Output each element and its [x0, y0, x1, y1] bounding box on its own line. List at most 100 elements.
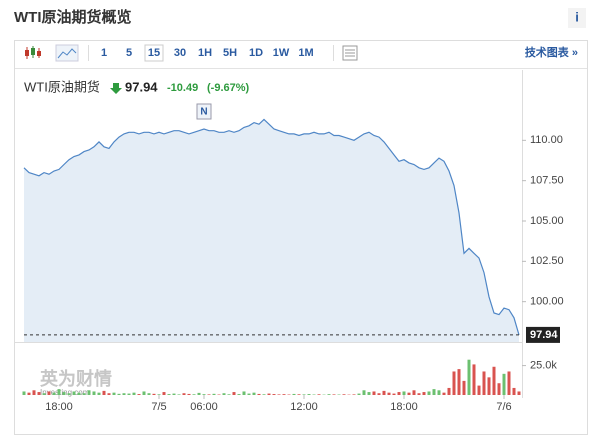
- volume-bar: [273, 394, 276, 395]
- volume-bar: [53, 393, 56, 395]
- volume-bar: [133, 393, 136, 395]
- volume-bar: [393, 394, 396, 395]
- quote-change: -10.49: [167, 82, 198, 94]
- candle-icon[interactable]: [25, 46, 41, 59]
- interval-button[interactable]: 15: [148, 47, 160, 59]
- volume-bar: [488, 377, 491, 395]
- volume-bar: [228, 394, 231, 395]
- volume-bar: [443, 393, 446, 395]
- quote-price: 97.94: [125, 79, 158, 94]
- interval-button[interactable]: 30: [174, 47, 186, 59]
- volume-bar: [318, 394, 321, 395]
- interval-button[interactable]: 1H: [198, 47, 212, 59]
- volume-bar: [458, 369, 461, 395]
- volume-bar: [23, 391, 26, 395]
- x-tick-label: 18:00: [390, 401, 418, 413]
- volume-bar: [168, 394, 171, 395]
- volume-bar: [48, 391, 51, 395]
- volume-bar: [163, 392, 166, 395]
- volume-bar: [343, 394, 346, 395]
- table-icon[interactable]: [343, 46, 357, 60]
- area-icon[interactable]: [56, 45, 78, 61]
- volume-bar: [158, 394, 161, 395]
- volume-bar: [383, 391, 386, 395]
- volume-bar: [243, 391, 246, 395]
- volume-bar: [98, 393, 101, 395]
- volume-bar: [403, 391, 406, 395]
- technical-chart-link[interactable]: 技术图表 »: [525, 45, 578, 59]
- volume-bar: [103, 391, 106, 395]
- volume-bar: [333, 394, 336, 395]
- volume-bar: [328, 394, 331, 395]
- volume-bar: [143, 391, 146, 395]
- volume-bar: [28, 393, 31, 395]
- volume-bar: [483, 371, 486, 395]
- volume-bar: [508, 371, 511, 395]
- volume-bar: [498, 383, 501, 395]
- volume-bar: [83, 393, 86, 395]
- volume-bar: [193, 394, 196, 395]
- volume-bar: [73, 391, 76, 395]
- volume-bar: [78, 393, 81, 395]
- volume-bar: [208, 394, 211, 395]
- volume-bar: [428, 391, 431, 395]
- x-tick-label: 7/6: [496, 401, 511, 413]
- volume-bar: [493, 367, 496, 395]
- volume-bar: [448, 388, 451, 395]
- volume-bar: [38, 392, 41, 395]
- interval-button[interactable]: 1M: [298, 47, 313, 59]
- interval-button[interactable]: 5H: [223, 47, 237, 59]
- volume-bar: [468, 360, 471, 395]
- volume-bar: [293, 394, 296, 395]
- volume-bar: [88, 390, 91, 395]
- volume-bar: [173, 394, 176, 395]
- volume-bar: [33, 390, 36, 395]
- volume-bar: [263, 394, 266, 395]
- volume-bar: [373, 391, 376, 395]
- interval-button[interactable]: 1D: [249, 47, 263, 59]
- event-marker-label[interactable]: N: [200, 107, 207, 118]
- volume-bar: [188, 394, 191, 395]
- volume-bar: [43, 393, 46, 395]
- volume-bar: [253, 393, 256, 395]
- y-tick-label: 107.50: [530, 175, 564, 187]
- volume-bar: [233, 392, 236, 395]
- volume-bar: [203, 394, 206, 395]
- volume-bar: [118, 394, 121, 395]
- interval-button[interactable]: 1: [101, 47, 107, 59]
- y-tick-label: 102.50: [530, 255, 564, 267]
- volume-bar: [213, 394, 216, 395]
- volume-bar: [473, 364, 476, 395]
- volume-bar: [183, 393, 186, 395]
- volume-bar: [238, 394, 241, 395]
- volume-bar: [418, 393, 421, 395]
- volume-bar: [268, 394, 271, 395]
- volume-bar: [63, 392, 66, 395]
- x-tick-label: 7/5: [151, 401, 166, 413]
- y-tick-label: 100.00: [530, 296, 564, 308]
- volume-bar: [438, 390, 441, 395]
- volume-bar: [123, 393, 126, 395]
- volume-bar: [478, 386, 481, 395]
- volume-bar: [308, 394, 311, 395]
- volume-bar: [368, 392, 371, 395]
- volume-bar: [453, 371, 456, 395]
- info-icon[interactable]: i: [575, 9, 579, 24]
- volume-bar: [503, 374, 506, 395]
- volume-bar: [198, 393, 201, 395]
- widget-title: WTI原油期货概览: [14, 8, 132, 26]
- volume-bar: [363, 390, 366, 395]
- price-area: [24, 119, 519, 342]
- volume-bar: [358, 394, 361, 395]
- volume-bar: [113, 393, 116, 395]
- interval-button[interactable]: 1W: [273, 47, 290, 59]
- volume-bar: [283, 394, 286, 395]
- interval-button[interactable]: 5: [126, 47, 132, 59]
- volume-bar: [378, 393, 381, 395]
- volume-bar: [223, 393, 226, 395]
- volume-bar: [258, 394, 261, 395]
- x-tick-label: 06:00: [190, 401, 218, 413]
- watermark: 英为财情: [39, 368, 112, 389]
